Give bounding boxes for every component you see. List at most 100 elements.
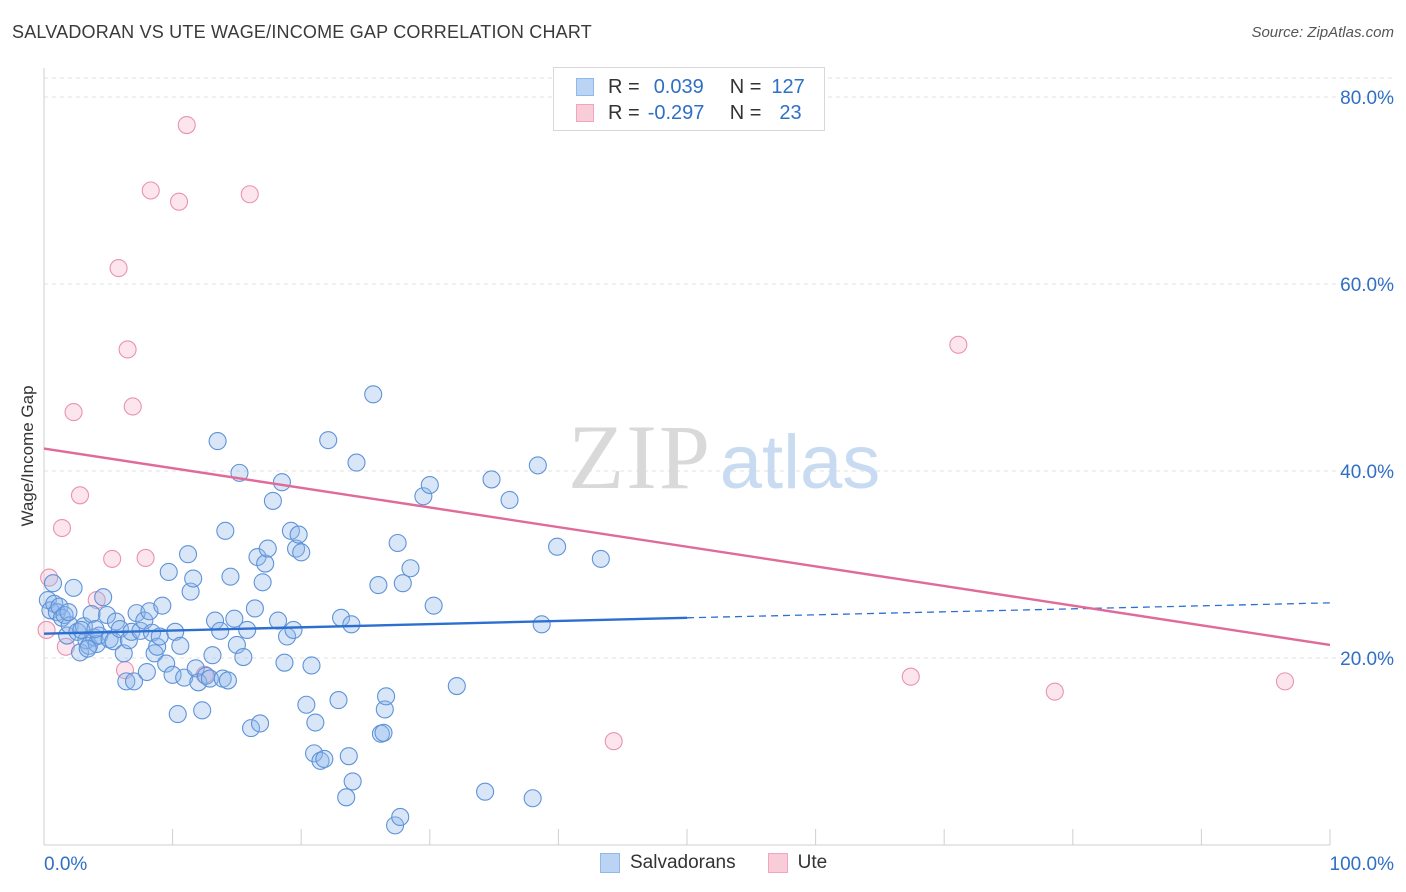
legend-n-value: 23 <box>779 101 802 124</box>
salvadoran-point <box>203 646 222 665</box>
salvadoran-point <box>306 713 325 732</box>
salvadoran-point <box>374 723 393 742</box>
legend-swatch-blue <box>576 78 594 96</box>
salvadoran-point <box>94 588 113 607</box>
salvadoran-point <box>258 539 277 558</box>
watermark-zip: ZIP <box>568 406 712 508</box>
salvadoran-point <box>391 807 410 827</box>
salvadoran-point <box>97 605 117 625</box>
salvadoran-point <box>424 596 443 615</box>
salvadoran-point <box>482 470 501 489</box>
source-label: Source: ZipAtlas.com <box>1251 24 1394 41</box>
salvadoran-point <box>305 744 324 763</box>
salvadoran-point <box>375 700 394 719</box>
series-swatch-blue <box>600 853 620 873</box>
ute-point <box>141 181 160 200</box>
salvadoran-point <box>284 620 303 640</box>
salvadoran-point <box>347 453 366 472</box>
salvadoran-point <box>189 673 208 692</box>
salvadoran-point <box>532 615 551 634</box>
salvadoran-point <box>528 456 547 475</box>
ute-trendline <box>43 447 1331 647</box>
ute-point <box>52 518 72 538</box>
salvadoran-point <box>184 569 203 588</box>
salvadoran-point <box>414 487 433 506</box>
ute-point <box>177 116 196 135</box>
ute-point <box>70 486 90 505</box>
salvadoran-point <box>386 816 405 835</box>
salvadoran-point <box>302 656 321 675</box>
salvadoran-point <box>163 665 182 684</box>
legend-swatch-pink <box>576 104 594 122</box>
legend-r-label: R = <box>608 101 640 124</box>
y-axis-label: Wage/Income Gap <box>18 385 37 526</box>
salvadoran-point <box>137 662 156 682</box>
ute-point <box>1045 682 1064 701</box>
ute-point <box>169 192 189 211</box>
salvadoran-point <box>153 596 172 615</box>
ute-point <box>64 403 83 422</box>
salvadoran-point <box>297 695 316 714</box>
ute-point <box>109 259 128 278</box>
series-salvadorans <box>38 385 610 835</box>
watermark-atlas: atlas <box>720 420 881 505</box>
series-swatch-pink <box>767 853 788 873</box>
series-legend: Salvadorans Ute <box>600 852 859 874</box>
salvadoran-point <box>591 549 610 568</box>
y-tick-label: 20.0% <box>1340 649 1394 670</box>
salvadoran-point <box>343 772 362 791</box>
ute-point <box>949 335 968 354</box>
salvadoran-point <box>253 573 272 592</box>
salvadoran-point <box>245 599 264 618</box>
legend-n-value: 127 <box>771 75 805 98</box>
salvadoran-point <box>168 705 187 724</box>
salvadoran-point <box>263 491 282 510</box>
salvadoran-point <box>171 636 190 655</box>
salvadoran-point <box>420 475 439 495</box>
legend-n-label: N = <box>729 75 762 98</box>
correlation-legend: R = 0.039 N = 127 R = -0.297 N = 23 <box>553 67 825 131</box>
ute-point <box>37 620 56 640</box>
salvadoran-point <box>59 603 78 622</box>
salvadoran-point <box>272 473 291 492</box>
salvadoran-point <box>315 749 334 769</box>
salvadoran-point <box>292 543 311 562</box>
ute-point <box>604 732 623 751</box>
salvadoran-point <box>523 789 542 808</box>
ute-point <box>136 548 155 568</box>
salvadoran-trendline-extension <box>686 602 1331 619</box>
legend-r-value: -0.297 <box>647 101 705 124</box>
salvadoran-point <box>275 653 294 672</box>
salvadoran-point <box>319 431 338 450</box>
salvadoran-point <box>72 620 91 640</box>
ute-point <box>118 340 137 359</box>
series-legend-ute: Ute <box>767 852 828 874</box>
salvadoran-point <box>364 385 383 404</box>
legend-r-value: 0.039 <box>653 75 704 98</box>
salvadoran-point <box>64 578 83 597</box>
legend-n-label: N = <box>729 101 762 124</box>
y-tick-label: 80.0% <box>1340 88 1394 109</box>
salvadoran-point <box>208 432 227 451</box>
salvadoran-point <box>329 691 348 710</box>
ute-point <box>901 667 920 686</box>
salvadoran-point <box>337 788 356 807</box>
series-label: Ute <box>797 852 828 873</box>
legend-r-label: R = <box>608 75 640 98</box>
salvadoran-point <box>50 597 69 616</box>
salvadoran-point <box>250 714 270 733</box>
salvadoran-point <box>218 671 237 690</box>
ute-point <box>1275 672 1295 691</box>
salvadoran-trendline <box>43 616 688 635</box>
salvadoran-point <box>159 562 178 582</box>
salvadoran-point <box>289 525 308 544</box>
y-tick-label: 40.0% <box>1340 462 1394 483</box>
x-tick-label: 0.0% <box>44 854 87 875</box>
salvadoran-point <box>377 687 396 706</box>
y-tick-label: 60.0% <box>1340 275 1394 296</box>
salvadoran-point <box>401 559 420 578</box>
salvadoran-point <box>117 672 136 691</box>
legend-row-salvadorans: R = 0.039 N = 127 <box>576 74 805 100</box>
salvadoran-point <box>476 782 495 801</box>
ute-point <box>123 397 142 416</box>
